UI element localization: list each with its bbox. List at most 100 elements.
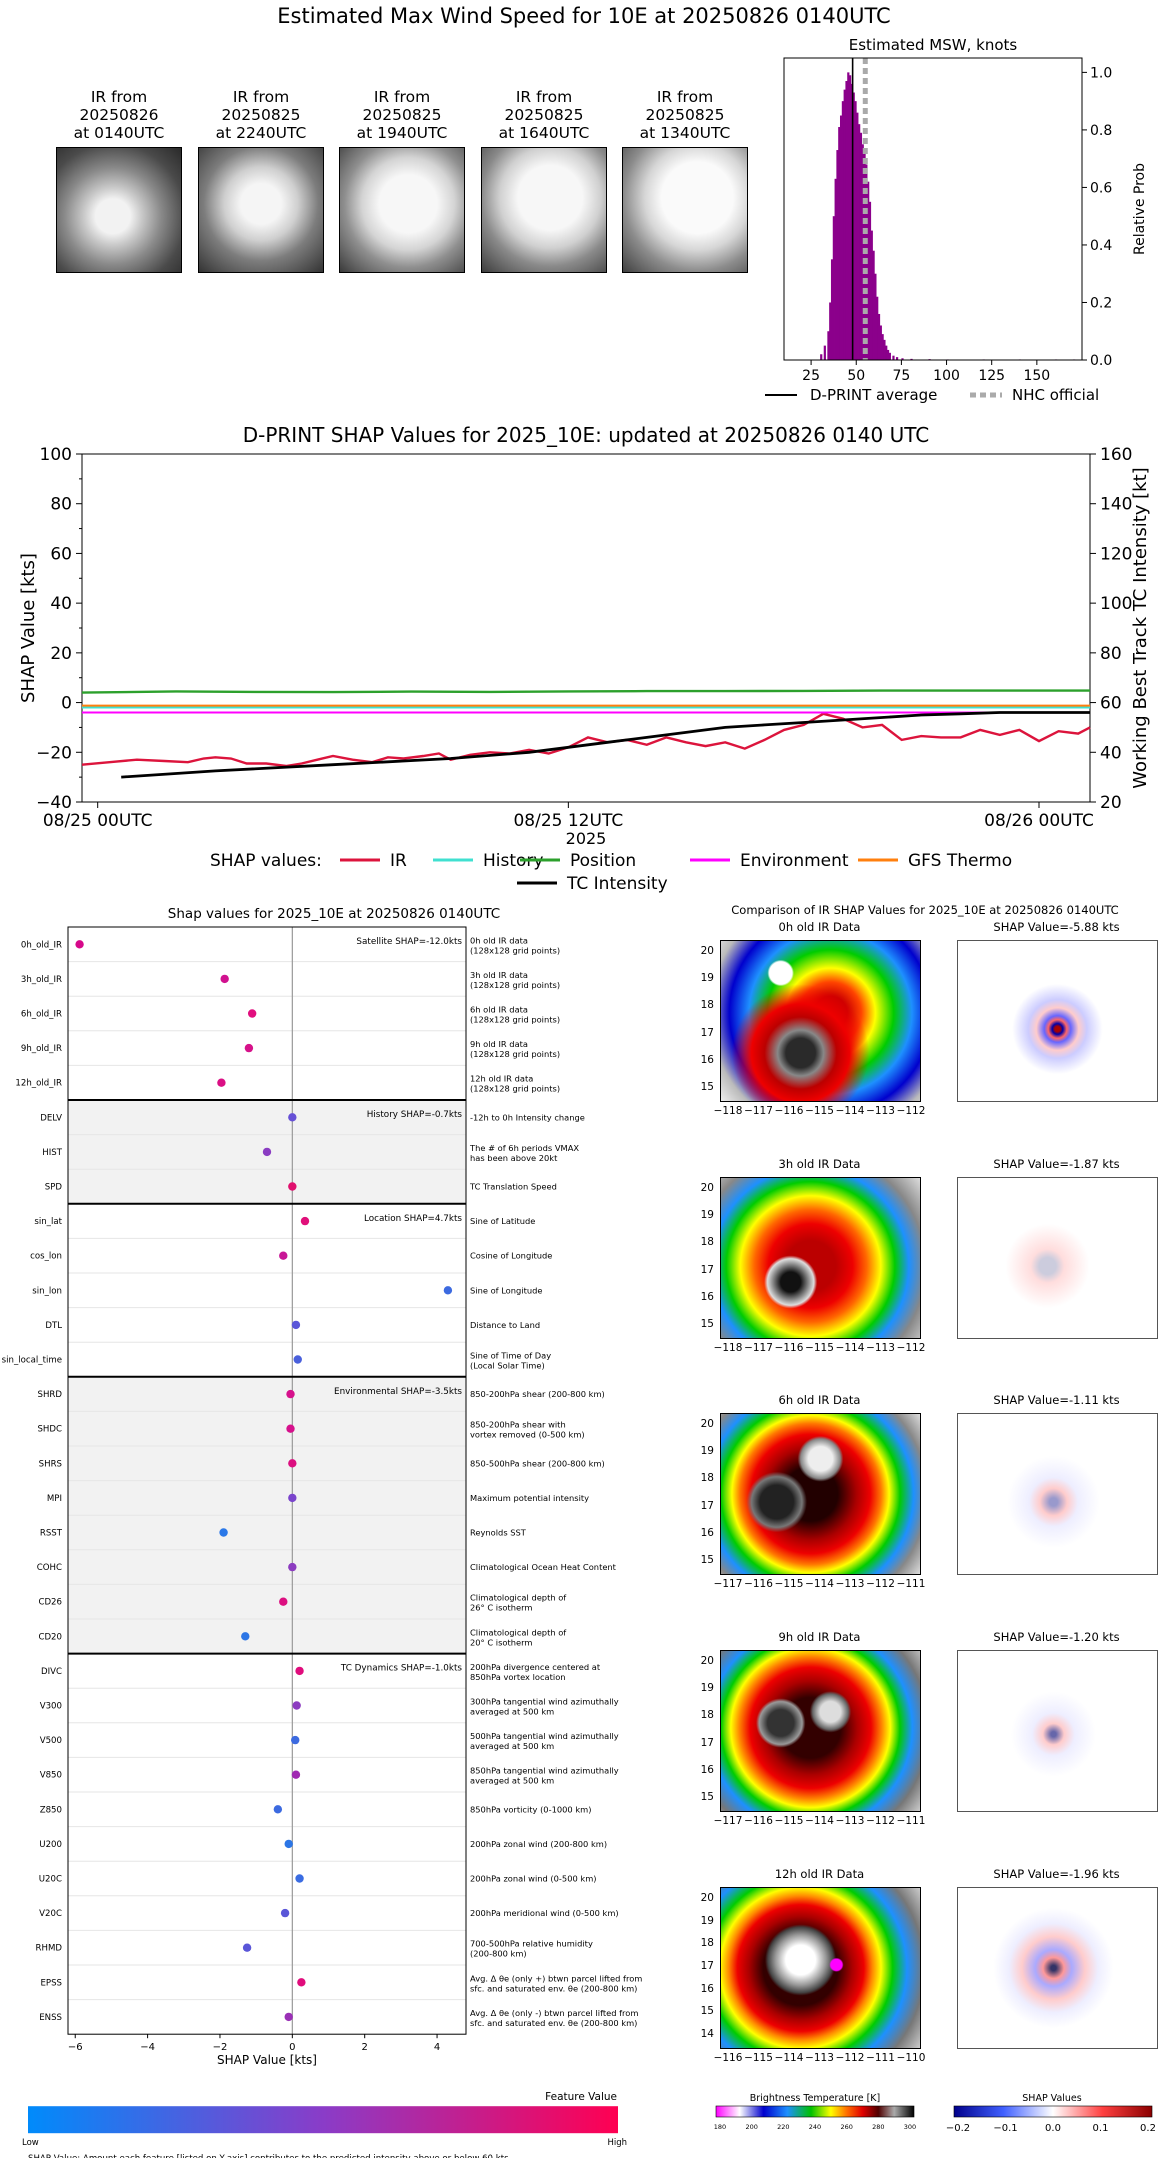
thumbnail-title-line: IR from <box>515 88 573 106</box>
feature-label: SPD <box>45 1183 63 1193</box>
ir-y-tick-label: 15 <box>700 1081 714 1093</box>
shap-panel-title: SHAP Value=-1.87 kts <box>993 1157 1120 1171</box>
bt-tick-label: 300 <box>904 2123 916 2131</box>
ir-y-tick-label: 20 <box>700 1418 714 1430</box>
ir-x-tick-label: −113 <box>805 2052 834 2064</box>
ir-y-tick-label: 18 <box>700 1937 714 1950</box>
ir-x-tick-label: −111 <box>866 2052 895 2064</box>
histogram-bar <box>901 358 904 360</box>
x-tick-label: 150 <box>1023 368 1050 384</box>
ir-y-tick-label: 19 <box>700 972 714 985</box>
histogram-bar <box>861 144 864 360</box>
shap-dot <box>300 1216 310 1226</box>
feature-description: Sine of Latitude <box>470 1216 535 1226</box>
feature-description: 850-200hPa shear with <box>470 1420 566 1430</box>
feature-description: averaged at 500 km <box>470 1741 554 1751</box>
feature-label: U20C <box>39 1875 62 1885</box>
y-tick-label: 0.4 <box>1090 238 1112 254</box>
shap-dot <box>297 1978 306 1987</box>
y-tick-label: 0.2 <box>1090 295 1112 311</box>
thumbnail-title-line: 20250825 <box>504 106 584 124</box>
bt-colorbar <box>715 2105 915 2118</box>
y2-tick-label: 80 <box>1100 644 1122 664</box>
legend-label: GFS Thermo <box>908 851 1012 871</box>
ir-y-tick-label: 20 <box>700 1655 714 1667</box>
shap-dot <box>443 1286 453 1295</box>
shap-dot <box>247 1009 257 1018</box>
feature-description: 3h old IR data <box>470 970 528 980</box>
feature-label: U200 <box>39 1840 62 1850</box>
feature-description: 850-500hPa shear (200-800 km) <box>470 1458 605 1468</box>
scatter-title: Shap values for 2025_10E at 20250826 014… <box>168 906 500 922</box>
feature-label: V500 <box>40 1736 62 1746</box>
ir-data-image <box>720 1650 921 1812</box>
shap-dot <box>219 1528 228 1537</box>
y2-axis-label: Working Best Track TC Intensity [kt] <box>1130 467 1151 788</box>
x-tick-label: 125 <box>978 368 1005 384</box>
ir-x-tick-label: −111 <box>896 1815 926 1827</box>
y2-tick-label: 60 <box>1100 694 1122 714</box>
ir-y-tick-label: 18 <box>700 999 714 1012</box>
ir-x-tick-label: −114 <box>835 1105 865 1117</box>
ir-y-tick-label: 17 <box>700 1960 714 1972</box>
histogram-bar <box>838 127 841 361</box>
histogram-bar <box>868 201 872 360</box>
thumbnail-title-line: IR from <box>656 88 714 106</box>
ir-x-tick-label: −116 <box>744 1815 773 1827</box>
shap-dot <box>262 1147 272 1157</box>
histogram-frame <box>783 57 1083 361</box>
thumbnail-title-line: IR from <box>373 88 431 106</box>
histogram-bar <box>823 345 826 360</box>
histogram-bar <box>858 124 861 361</box>
timeseries-title: D-PRINT SHAP Values for 2025_10E: update… <box>243 423 930 447</box>
legend-label: History <box>483 851 543 871</box>
feature-description: (128x128 grid points) <box>470 945 560 955</box>
histogram-bar <box>874 273 877 360</box>
shap-tick-label: 0.2 <box>1140 2123 1156 2134</box>
x-tick-label: 08/26 00UTC <box>984 811 1094 831</box>
feature-label: 9h_old_IR <box>21 1044 62 1054</box>
histogram-bar <box>863 152 866 360</box>
shap-dot <box>288 1562 297 1572</box>
ir-x-tick-label: −118 <box>713 1342 743 1354</box>
series-line-position <box>81 689 1090 694</box>
legend-label: TC Intensity <box>566 874 668 894</box>
feature-label: 6h_old_IR <box>21 1010 62 1020</box>
thumbnail-title-line: 20250826 <box>79 106 159 124</box>
group-label: Environmental SHAP=-3.5kts <box>334 1387 462 1397</box>
shap-panel-title: SHAP Value=-1.20 kts <box>993 1630 1120 1644</box>
ir-y-tick-label: 16 <box>700 1290 714 1303</box>
feature-bar-high: High <box>607 2138 627 2148</box>
x-tick-label: 4 <box>434 2042 440 2053</box>
legend-dprint-label: D-PRINT average <box>810 386 937 404</box>
feature-description: 850hPa vorticity (0-1000 km) <box>470 1804 591 1814</box>
ir-x-tick-label: −112 <box>896 1342 926 1354</box>
histogram-bar <box>870 230 873 360</box>
feature-description: averaged at 500 km <box>470 1776 554 1786</box>
feature-color-bar <box>28 2106 618 2134</box>
y-tick-label: −20 <box>36 743 72 763</box>
shap-dot <box>75 940 84 949</box>
ir-y-tick-label: 15 <box>700 1554 714 1566</box>
feature-label: ENSS <box>39 2013 62 2023</box>
ir-x-tick-label: −117 <box>744 1105 773 1117</box>
y2-tick-label: 100 <box>1100 594 1132 614</box>
feature-description: (128x128 grid points) <box>470 980 560 990</box>
histogram-bar <box>843 89 846 360</box>
x-tick-label: −2 <box>213 2042 228 2053</box>
feature-label: HIST <box>42 1148 62 1158</box>
thumbnail-title: IR from 20250825 at 1640UTC <box>469 88 619 142</box>
thumbnail-title-line: at 1940UTC <box>356 124 448 142</box>
legend-label: IR <box>390 851 407 871</box>
x-tick-label: 75 <box>892 368 910 384</box>
shap-panel-title: SHAP Value=-5.88 kts <box>993 920 1120 934</box>
ir-y-tick-label: 18 <box>700 1236 714 1249</box>
bt-tick-label: 240 <box>809 2123 821 2131</box>
feature-label: 0h_old_IR <box>21 940 62 950</box>
x-tick-label: 08/25 12UTC <box>513 811 623 831</box>
histogram-bar <box>829 302 832 360</box>
ir-x-tick-label: −115 <box>805 1105 834 1117</box>
feature-description: Distance to Land <box>470 1320 540 1330</box>
feature-description: 700-500hPa relative humidity <box>470 1939 593 1949</box>
feature-label: cos_lon <box>30 1252 62 1262</box>
